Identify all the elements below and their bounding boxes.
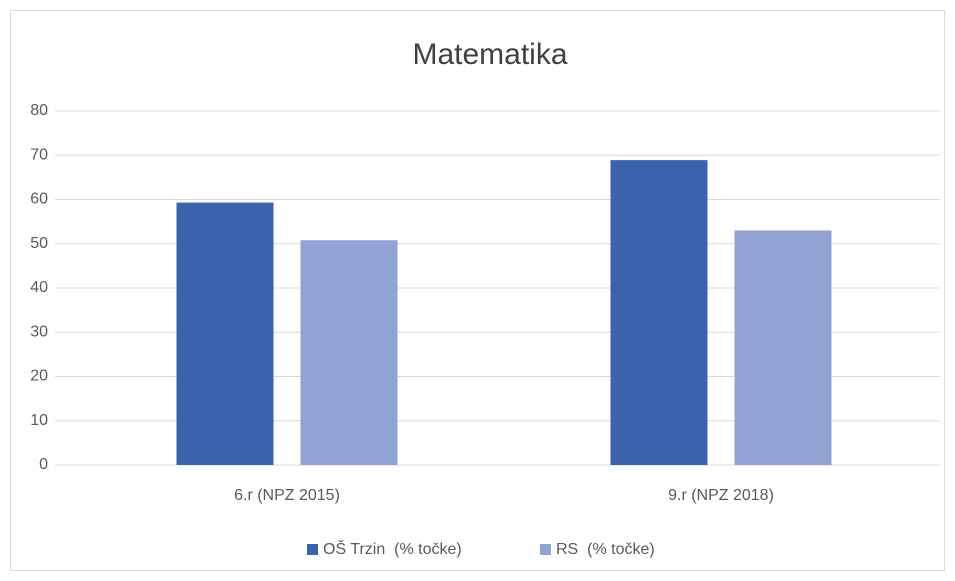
y-tick-label: 30 — [30, 323, 48, 340]
x-tick-label: 6.r (NPZ 2015) — [234, 487, 340, 504]
legend-label: OŠ Trzin (% točke) — [323, 539, 462, 558]
y-tick-label: 0 — [39, 456, 48, 473]
y-tick-label: 80 — [30, 102, 48, 119]
chart-title: Matematika — [412, 38, 567, 71]
legend-swatch — [540, 544, 551, 555]
y-tick-label: 10 — [30, 412, 48, 429]
bar — [734, 230, 832, 465]
y-tick-label: 60 — [30, 191, 48, 208]
y-tick-label: 40 — [30, 279, 48, 296]
y-tick-label: 50 — [30, 235, 48, 252]
bar — [176, 202, 274, 465]
legend-swatch — [307, 544, 318, 555]
bar — [300, 240, 398, 465]
x-tick-label: 9.r (NPZ 2018) — [668, 487, 774, 504]
bar — [610, 160, 708, 465]
legend-label: RS (% točke) — [556, 541, 655, 558]
y-tick-label: 70 — [30, 146, 48, 163]
y-tick-label: 20 — [30, 368, 48, 385]
